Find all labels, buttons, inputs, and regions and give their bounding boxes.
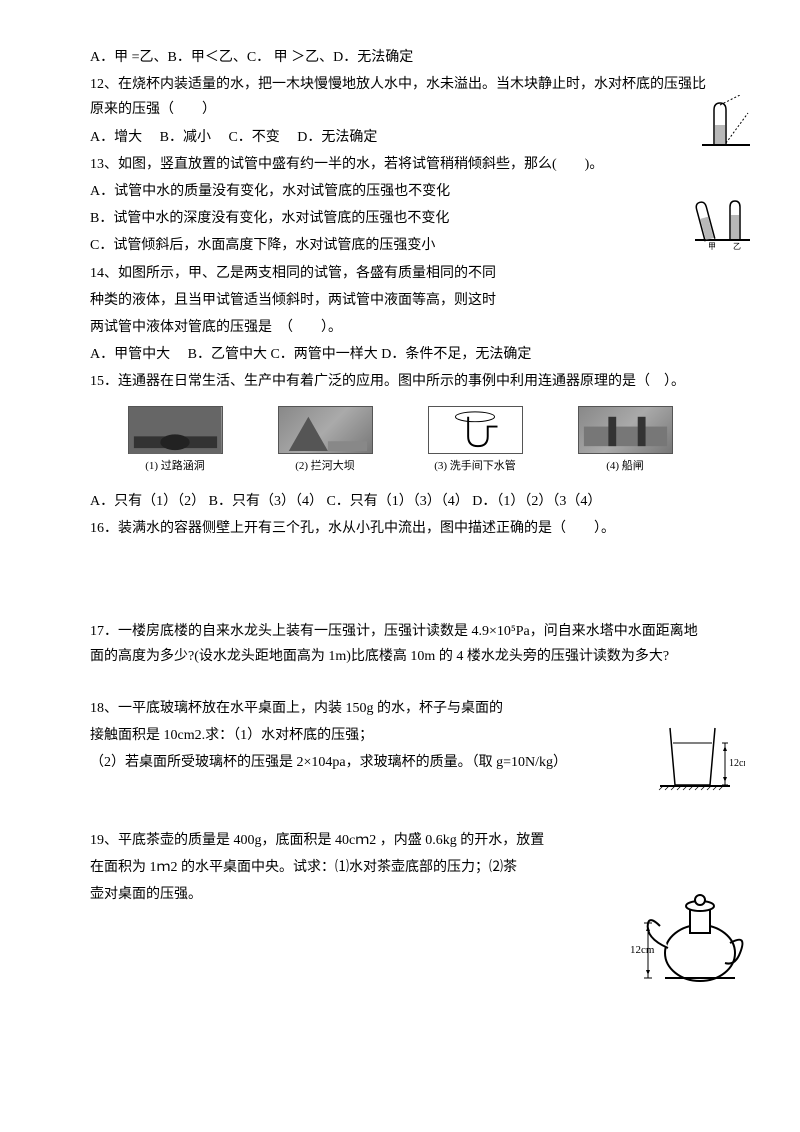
q14-line3: 两试管中液体对管底的压强是 （ ）。 <box>90 315 710 340</box>
culvert-image <box>128 406 223 454</box>
q14-figure: 甲 乙 <box>695 195 750 250</box>
q15-fig2: (2) 拦河大坝 <box>278 406 373 477</box>
q14-line2: 种类的液体，且当甲试管适当倾斜时，两试管中液面等高，则这时 <box>90 288 710 313</box>
dam-image <box>278 406 373 454</box>
q15-cap4: (4) 船闸 <box>578 457 673 477</box>
q15-figures-row: (1) 过路涵洞 (2) 拦河大坝 (3) 洗手间下水管 (4) 船闸 <box>90 406 710 477</box>
drain-image <box>428 406 523 454</box>
svg-text:乙: 乙 <box>733 242 741 250</box>
q13-c: C．试管倾斜后，水面高度下降，水对试管底的压强变小 <box>90 233 710 258</box>
q19-line1: 19、平底茶壶的质量是 400g，底面积是 40cｍ2 ，内盛 0.6kg 的开… <box>90 828 710 853</box>
q19-line2: 在面积为 1ｍ2 的水平桌面中央。试求：⑴水对茶壶底部的压力；⑵茶 <box>90 855 710 880</box>
q11-options: A．甲 =乙、B．甲＜乙、C． 甲 ＞乙、D．无法确定 <box>90 45 710 70</box>
q16-text: 16．装满水的容器侧壁上开有三个孔，水从小孔中流出，图中描述正确的是（ ）。 <box>90 516 710 541</box>
q13-a: A．试管中水的质量没有变化，水对试管底的压强也不变化 <box>90 179 710 204</box>
q14-options: A．甲管中大 B．乙管中大 C．两管中一样大 D．条件不足，无法确定 <box>90 342 710 367</box>
q18-figure: 12cm <box>655 718 745 793</box>
q15-cap1: (1) 过路涵洞 <box>128 457 223 477</box>
q19-line3: 壶对桌面的压强。 <box>90 882 710 907</box>
q12-text: 12、在烧杯内装适量的水，把一木块慢慢地放人水中，水未溢出。当木块静止时，水对杯… <box>90 72 710 122</box>
q18-line2: 接触面积是 10cm2.求：（1）水对杯底的压强； <box>90 723 710 748</box>
q15-text: 15．连通器在日常生活、生产中有着广泛的应用。图中所示的事例中利用连通器原理的是… <box>90 369 710 394</box>
q17-text: 17．一楼房底楼的自来水龙头上装有一压强计，压强计读数是 4.9×10⁵Pa，问… <box>90 619 710 669</box>
q12-options: A．增大 B．减小 C．不变 D．无法确定 <box>90 125 710 150</box>
lock-image <box>578 406 673 454</box>
q14-line1: 14、如图所示，甲、乙是两支相同的试管，各盛有质量相同的不同 <box>90 261 710 286</box>
q15-cap2: (2) 拦河大坝 <box>278 457 373 477</box>
q15-options: A．只有（1）（2） B．只有（3）（4） C．只有（1）（3）（4） D．（1… <box>90 489 710 514</box>
q19-height-label: 12cm <box>630 944 655 956</box>
q13-b: B．试管中水的深度没有变化，水对试管底的压强也不变化 <box>90 206 710 231</box>
svg-text:甲: 甲 <box>708 242 716 250</box>
q15-cap3: (3) 洗手间下水管 <box>428 457 523 477</box>
q15-fig3: (3) 洗手间下水管 <box>428 406 523 477</box>
q15-fig4: (4) 船闸 <box>578 406 673 477</box>
q15-fig1: (1) 过路涵洞 <box>128 406 223 477</box>
q18-height-label: 12cm <box>729 758 745 769</box>
q13-figure <box>702 95 750 150</box>
q19-figure: 12cm <box>630 878 750 988</box>
q13-text: 13、如图，竖直放置的试管中盛有约一半的水，若将试管稍稍倾斜些，那么( )。 <box>90 152 710 177</box>
q18-line1: 18、一平底玻璃杯放在水平桌面上，内装 150g 的水，杯子与桌面的 <box>90 696 710 721</box>
q18-line3: （2）若桌面所受玻璃杯的压强是 2×104pa，求玻璃杯的质量。（取 g=10N… <box>90 750 710 775</box>
